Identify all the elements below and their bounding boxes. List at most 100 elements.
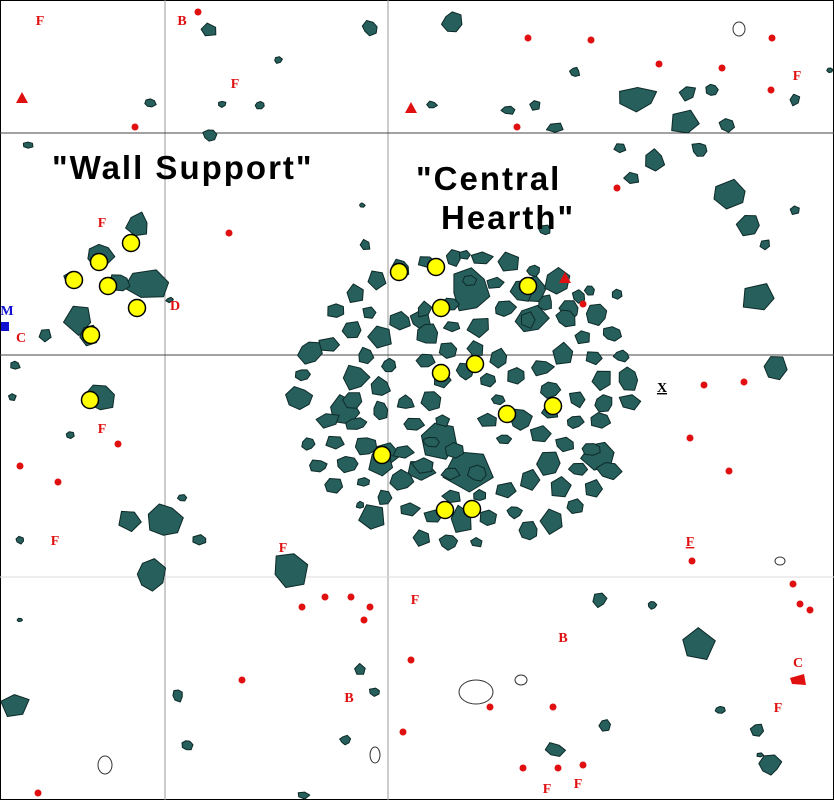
stone bbox=[420, 391, 442, 412]
stone bbox=[367, 270, 387, 291]
marker-label: F bbox=[279, 541, 288, 556]
marker-label: F bbox=[231, 77, 240, 92]
stone bbox=[415, 353, 436, 368]
stone bbox=[274, 553, 309, 588]
stone bbox=[438, 534, 459, 551]
stone bbox=[538, 224, 551, 236]
stone bbox=[756, 752, 765, 758]
stone bbox=[671, 109, 700, 134]
stone bbox=[759, 239, 770, 251]
find-dot bbox=[54, 478, 62, 486]
find-circle bbox=[543, 396, 563, 416]
stone bbox=[613, 143, 627, 154]
stone bbox=[507, 367, 525, 385]
stone bbox=[714, 705, 726, 714]
find-dot bbox=[238, 676, 246, 684]
stone bbox=[400, 502, 421, 517]
find-dot bbox=[768, 34, 776, 42]
marker-label: F bbox=[574, 777, 583, 792]
stone bbox=[10, 360, 21, 370]
stone bbox=[165, 296, 174, 304]
stone bbox=[438, 342, 458, 359]
marker-label: F bbox=[793, 69, 802, 84]
stone bbox=[552, 341, 574, 365]
stone bbox=[618, 394, 642, 411]
find-dot bbox=[655, 60, 663, 68]
stone bbox=[377, 489, 393, 505]
stone bbox=[518, 521, 538, 541]
stone bbox=[412, 529, 430, 547]
stone bbox=[705, 83, 719, 96]
find-dot bbox=[513, 123, 521, 131]
find-circle bbox=[426, 257, 446, 277]
marker-label: M bbox=[0, 304, 13, 319]
find-dot bbox=[34, 789, 42, 797]
stone bbox=[123, 269, 170, 298]
find-circle bbox=[372, 445, 392, 465]
stone bbox=[763, 356, 788, 381]
stone bbox=[336, 456, 359, 474]
find-circle bbox=[435, 500, 455, 520]
find-circle bbox=[81, 325, 101, 345]
stone bbox=[623, 171, 640, 184]
stone bbox=[566, 415, 585, 429]
stone bbox=[435, 414, 451, 427]
stone bbox=[585, 351, 603, 366]
find-circle bbox=[431, 363, 451, 383]
find-circle bbox=[127, 298, 147, 318]
find-dot bbox=[16, 462, 24, 470]
find-dot bbox=[407, 656, 415, 664]
stone bbox=[403, 417, 425, 431]
stone bbox=[566, 498, 584, 514]
stone bbox=[539, 508, 563, 535]
stone bbox=[426, 100, 438, 109]
find-triangle bbox=[405, 102, 417, 113]
outline-feature bbox=[732, 21, 746, 37]
find-circle bbox=[89, 252, 109, 272]
find-dot bbox=[587, 36, 595, 44]
find-circle bbox=[389, 262, 409, 282]
red-feature bbox=[790, 674, 806, 685]
find-circle bbox=[465, 354, 485, 374]
stone bbox=[568, 462, 589, 476]
find-dot bbox=[347, 593, 355, 601]
stone bbox=[470, 537, 483, 548]
stone bbox=[594, 394, 613, 413]
stone bbox=[342, 364, 371, 391]
stone bbox=[466, 340, 484, 356]
stone bbox=[647, 601, 658, 610]
stone bbox=[38, 329, 52, 343]
stone bbox=[309, 459, 328, 473]
find-dot bbox=[298, 603, 306, 611]
stone bbox=[359, 238, 371, 250]
stone bbox=[342, 392, 363, 409]
stone bbox=[65, 431, 75, 439]
stone bbox=[440, 467, 461, 481]
stone bbox=[181, 740, 194, 751]
stone bbox=[200, 22, 217, 37]
stone bbox=[441, 11, 463, 33]
find-dot bbox=[225, 229, 233, 237]
stone bbox=[345, 417, 368, 430]
area-label: "Central bbox=[416, 160, 561, 197]
marker-label: F bbox=[411, 593, 420, 608]
stone bbox=[583, 285, 595, 296]
area-label: Hearth" bbox=[441, 199, 575, 236]
stone bbox=[301, 437, 316, 451]
find-dot bbox=[114, 440, 122, 448]
marker-label: X bbox=[657, 381, 667, 396]
stone bbox=[531, 360, 555, 377]
find-dot bbox=[688, 557, 696, 565]
find-dot bbox=[524, 34, 532, 42]
stone bbox=[8, 393, 17, 401]
stone bbox=[569, 66, 581, 77]
stone bbox=[590, 412, 612, 429]
stone bbox=[358, 504, 385, 530]
marker-label: F bbox=[774, 701, 783, 716]
stone bbox=[373, 400, 389, 421]
stone bbox=[172, 689, 183, 703]
stone bbox=[526, 264, 540, 278]
stone bbox=[480, 372, 497, 388]
stone bbox=[574, 330, 590, 345]
marker-label: C bbox=[793, 656, 803, 671]
